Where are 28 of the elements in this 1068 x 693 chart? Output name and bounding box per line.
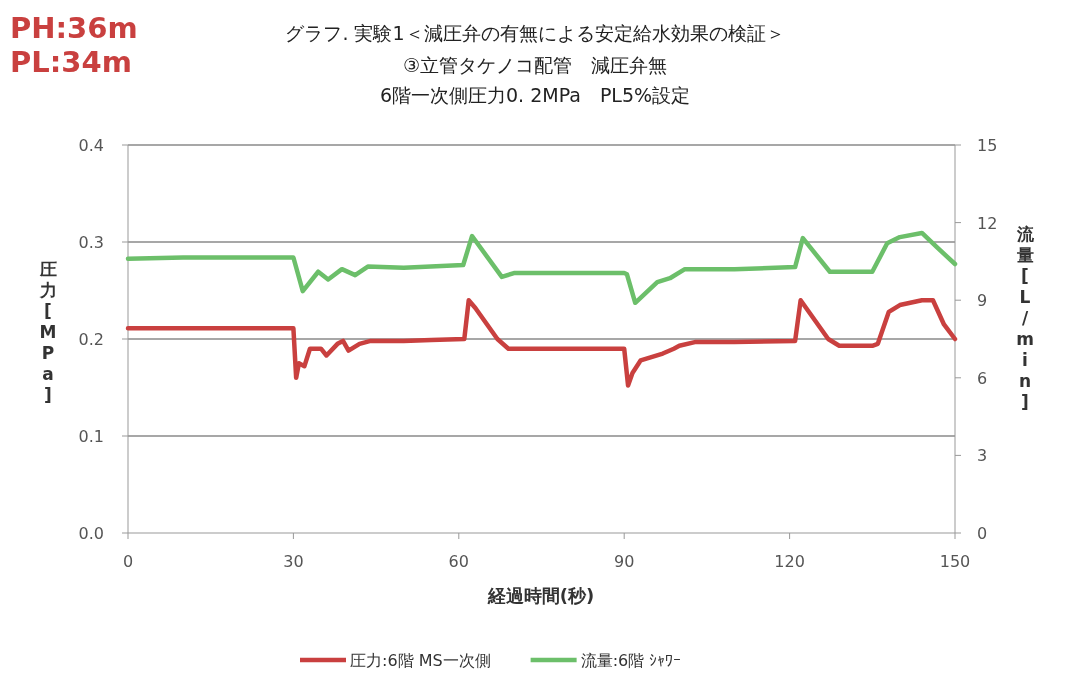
y2-tick-label: 0 bbox=[977, 524, 988, 543]
y2-tick-label: 6 bbox=[977, 368, 988, 388]
y-tick-label: 0.4 bbox=[78, 136, 104, 155]
x-tick-label: 90 bbox=[614, 552, 635, 571]
y-axis-title: 圧力[MPa] bbox=[38, 259, 57, 405]
y2-tick-label: 12 bbox=[977, 213, 998, 233]
text: PL:34m bbox=[10, 45, 132, 79]
x-tick-label: 60 bbox=[448, 552, 469, 571]
text: 流量[L/min] bbox=[1016, 224, 1034, 412]
legend-label: 圧力:6階 MS一次側 bbox=[350, 651, 491, 670]
chart-subtitle: ③立管タケノコ配管 減圧弁無 6階一次側圧力0. 2MPa PL5%設定 bbox=[379, 54, 691, 106]
x-tick-label: 150 bbox=[939, 552, 971, 571]
x-tick-label: 30 bbox=[283, 552, 304, 571]
y2-tick-label: 9 bbox=[977, 291, 988, 311]
y-tick-label: 0.3 bbox=[78, 233, 104, 252]
y2-tick-label: 15 bbox=[977, 136, 998, 155]
line-series bbox=[125, 297, 958, 388]
y-tick-label: 0.2 bbox=[78, 330, 104, 349]
x-tick-label: 0 bbox=[122, 552, 134, 571]
y-tick-label: 0.1 bbox=[78, 427, 104, 446]
legend-label: 流量:6階 ｼｬﾜｰ bbox=[580, 651, 682, 670]
x-axis-title: 経過時間(秒) bbox=[486, 585, 595, 606]
chart-title: グラフ. 実験1＜減圧弁の有無による安定給水効果の検証＞ bbox=[285, 22, 785, 44]
text: PH:36m bbox=[10, 11, 138, 45]
x-tick-label: 120 bbox=[774, 552, 805, 571]
y-tick-label: 0.0 bbox=[78, 524, 104, 543]
y2-tick-label: 3 bbox=[977, 446, 988, 466]
line-series bbox=[125, 230, 958, 306]
